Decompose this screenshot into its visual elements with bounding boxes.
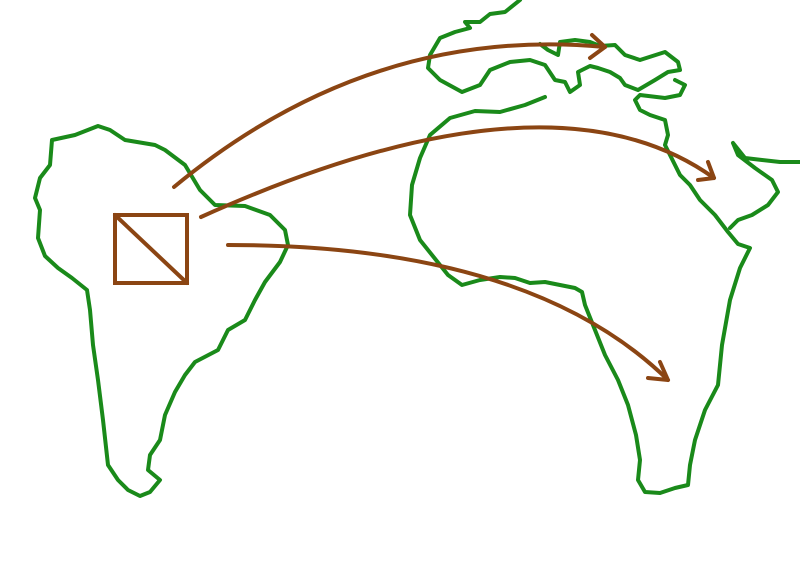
arrowhead-icon bbox=[588, 33, 607, 60]
africa-outline bbox=[408, 78, 752, 495]
origin-marker-icon bbox=[113, 213, 189, 285]
europe-outline bbox=[426, 0, 682, 94]
route-arrow-2 bbox=[199, 125, 716, 219]
route-arrow-1 bbox=[172, 33, 607, 189]
route-line bbox=[172, 42, 607, 189]
arrowhead-icon bbox=[696, 160, 716, 182]
route-line bbox=[226, 243, 670, 382]
south-america-outline bbox=[33, 124, 290, 498]
route-line bbox=[199, 125, 716, 219]
routes-group bbox=[172, 33, 716, 382]
arrowhead-icon bbox=[646, 360, 670, 382]
route-arrow-3 bbox=[226, 243, 670, 382]
arabian-peninsula-outline bbox=[728, 141, 800, 230]
